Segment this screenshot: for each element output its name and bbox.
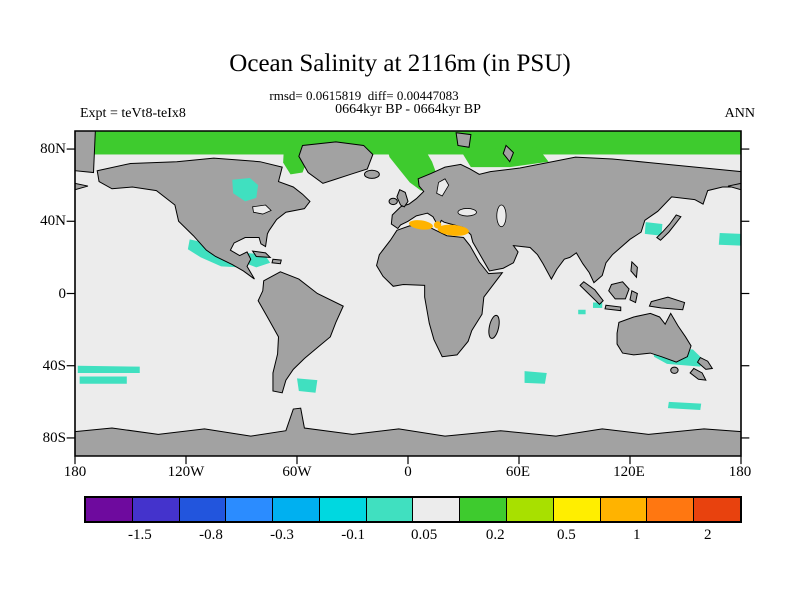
world-map-svg <box>75 131 741 456</box>
landmasses <box>75 131 741 456</box>
great-britain <box>397 190 408 207</box>
ireland <box>389 198 397 204</box>
greenland <box>299 142 373 184</box>
madagascar <box>487 314 501 339</box>
x-axis-label-60e: 60E <box>505 464 531 480</box>
caspian-sea <box>497 205 506 227</box>
plot-frame <box>67 131 750 464</box>
colorbar-label: 1 <box>632 527 641 543</box>
colorbar-segment <box>366 498 414 521</box>
stats-line: rmsd= 0.0615819 diff= 0.00447083 <box>269 88 459 103</box>
east-mediterranean-orange-patch <box>437 224 469 236</box>
colorbar-segment <box>694 498 740 521</box>
hudson-bay-cyan-patch <box>232 177 259 202</box>
colorbar-label: -0.3 <box>270 527 294 543</box>
colorbar-label: 2 <box>704 527 712 543</box>
x-axis-label-180e: 180 <box>728 464 752 480</box>
cuba <box>253 251 271 257</box>
colorbar-segment <box>647 498 695 521</box>
java <box>605 305 621 310</box>
colorbar-label: 0.05 <box>411 527 438 543</box>
indian-ocean-cyan-speck <box>578 309 586 315</box>
x-axis-label-60w: 60W <box>282 464 312 480</box>
period-label: 0664kyr BP - 0664kyr BP <box>335 102 481 117</box>
new-zealand-south <box>690 368 706 380</box>
y-axis-label-80s: 80S <box>42 430 66 446</box>
colorbar-segment <box>226 498 274 521</box>
y-axis-label-80n: 80N <box>40 141 66 157</box>
new-guinea <box>649 297 684 310</box>
barents-green-patch <box>459 147 549 168</box>
banda-sea-cyan-speck <box>593 302 603 308</box>
colorbar <box>84 496 742 523</box>
south-of-australia-cyan-patch <box>524 371 547 384</box>
falklands-cyan-patch <box>297 378 318 393</box>
novaya-zemlya <box>503 145 513 161</box>
colorbar-segment <box>273 498 320 521</box>
colorbar-segment <box>413 498 461 521</box>
negative-anomaly-cyan <box>77 222 741 410</box>
south-pacific-cyan-streak-1 <box>77 365 140 373</box>
colorbar-segment <box>507 498 554 521</box>
positive-anomaly-green <box>75 131 741 191</box>
chukotka-corner <box>75 131 95 173</box>
colorbar-segment <box>553 498 601 521</box>
colorbar-segment <box>460 498 508 521</box>
colorbar-segment <box>179 498 227 521</box>
hispaniola <box>272 259 281 264</box>
axis-ticks <box>67 149 750 464</box>
map-plot <box>75 131 741 456</box>
colorbar-label: -0.8 <box>199 527 223 543</box>
japan <box>657 215 681 240</box>
colorbar-segment <box>132 498 180 521</box>
y-axis-label-40n: 40N <box>40 213 66 229</box>
y-axis-label-40s: 40S <box>42 358 66 374</box>
new-zealand-north <box>698 358 713 370</box>
svalbard <box>456 133 471 147</box>
colorbar-label: -1.5 <box>128 527 152 543</box>
africa <box>377 226 503 357</box>
figure-title: Ocean Salinity at 2116m (in PSU) <box>229 50 571 77</box>
philippines <box>631 262 637 277</box>
south-america <box>258 272 343 393</box>
tasmania <box>671 367 678 373</box>
west-mediterranean-orange-patch <box>409 220 433 230</box>
great-lakes <box>253 205 272 214</box>
x-axis-label-120e: 120E <box>613 464 645 480</box>
central-mediterranean-orange-patch <box>433 221 442 229</box>
colorbar-segment <box>600 498 648 521</box>
colorbar-label: 0.2 <box>485 527 505 543</box>
colorbar-label: -0.1 <box>341 527 365 543</box>
antarctica <box>75 408 741 456</box>
sumatra <box>580 282 603 305</box>
y-axis-label-eq: 0 <box>58 286 67 302</box>
experiment-label: Expt = teVt8-teIx8 <box>80 106 186 121</box>
x-axis-label-180w: 180 <box>63 464 87 480</box>
borneo <box>609 282 629 299</box>
iceland <box>365 170 380 178</box>
sulawesi <box>630 291 637 303</box>
black-sea <box>458 208 477 216</box>
mediterranean-orange-anomaly <box>409 220 469 236</box>
colorbar-segment <box>319 498 367 521</box>
season-label: ANN <box>724 106 755 121</box>
kuril-cyan-patch <box>644 222 663 236</box>
x-axis-label-120w: 120W <box>167 464 205 480</box>
baltic-sea <box>437 179 449 196</box>
south-pacific-cyan-streak-2 <box>79 376 127 384</box>
southeast-of-nz-cyan-streak <box>667 401 702 410</box>
colorbar-label: 0.5 <box>556 527 576 543</box>
australia <box>617 313 691 362</box>
colorbar-labels: -1.5 -0.8 -0.3 -0.1 0.05 0.2 0.5 1 2 <box>84 527 742 547</box>
x-axis-label-0: 0 <box>404 464 412 480</box>
colorbar-segment <box>86 498 133 521</box>
inland-seas <box>253 179 506 227</box>
northeast-pacific-edge-cyan-patch <box>718 233 741 246</box>
